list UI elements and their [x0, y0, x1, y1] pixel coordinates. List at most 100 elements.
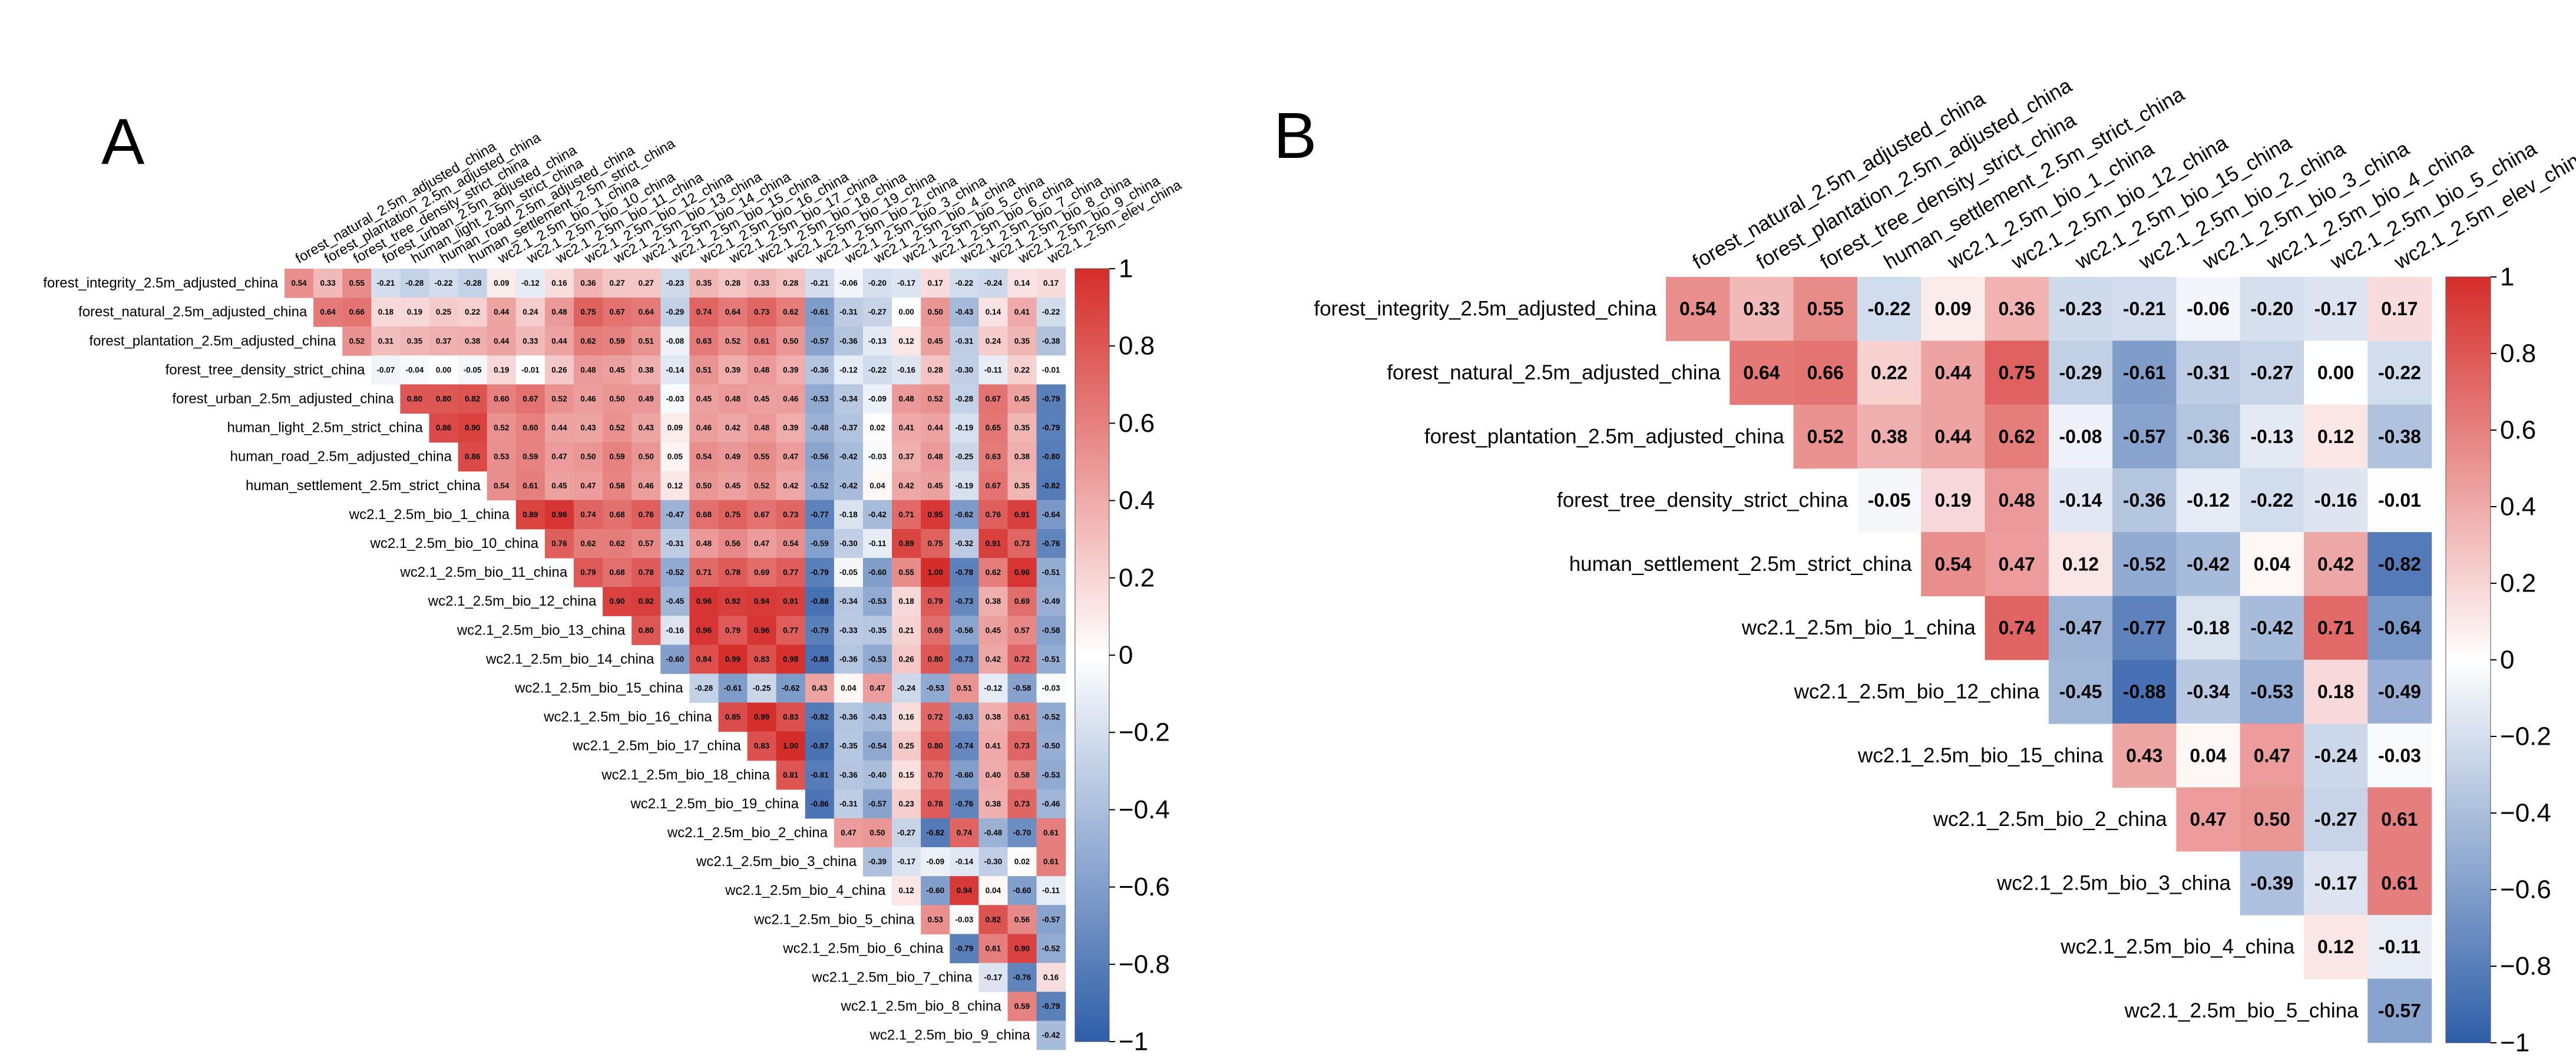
cell-value: 0.55: [754, 452, 770, 461]
heatmap-cell: [2367, 723, 2432, 788]
cell-value: 0.38: [1014, 452, 1030, 461]
cell-value: -0.37: [839, 424, 858, 432]
heatmap-cell: [747, 413, 777, 443]
cell-value: -0.22: [435, 279, 453, 288]
cell-value: 0.49: [725, 452, 740, 461]
heatmap-cell: [747, 442, 777, 472]
heatmap-cell: [689, 413, 719, 443]
heatmap-cell: [574, 384, 603, 414]
heatmap-cell: [2240, 277, 2304, 341]
cell-value: 0.73: [1014, 742, 1030, 751]
cell-value: 0.04: [986, 886, 1001, 895]
heatmap-cell: [863, 442, 892, 472]
cell-value: -0.50: [1042, 742, 1060, 751]
heatmap-cell: [1036, 471, 1066, 501]
heatmap-cell: [603, 384, 632, 414]
cell-value: -0.49: [1042, 597, 1060, 606]
cell-value: 0.80: [928, 742, 943, 751]
cell-value: 0.47: [754, 539, 769, 548]
heatmap-cell: [747, 528, 777, 559]
heatmap-cell: [978, 528, 1008, 559]
cell-value: 0.95: [928, 510, 944, 519]
cell-value: -0.74: [955, 742, 973, 751]
heatmap-cell: [689, 384, 719, 414]
heatmap-cell: [1007, 963, 1037, 993]
cell-value: -0.43: [868, 713, 887, 722]
row-label: human_light_2.5m_strict_china: [227, 420, 423, 436]
heatmap-cell: [2112, 596, 2177, 660]
heatmap-cell: [1985, 532, 2049, 597]
colorbar-tick-label: 0.4: [2500, 493, 2536, 521]
heatmap-cell: [458, 326, 488, 356]
cell-value: 0.16: [1043, 973, 1059, 982]
cell-value: 0.75: [928, 539, 944, 548]
cell-value: -0.03: [2378, 745, 2421, 766]
heatmap-cell: [458, 442, 488, 472]
heatmap-cell: [776, 413, 806, 443]
heatmap-cell: [1007, 616, 1037, 645]
heatmap-cell: [544, 442, 574, 472]
heatmap-cell: [544, 500, 574, 530]
cell-value: 0.99: [754, 713, 769, 722]
heatmap-cell: [2304, 532, 2368, 597]
cell-value: 0.49: [639, 394, 654, 403]
heatmap-cell: [805, 500, 835, 530]
row-label: wc2.1_2.5m_bio_6_china: [782, 940, 944, 956]
heatmap-cell: [2367, 277, 2432, 341]
heatmap-cell: [978, 298, 1008, 327]
heatmap-panel-a: 0.54 0.33 0.55 -0.21 -0.28 -0.22 -0.28 0.09 -0.1…: [43, 130, 1184, 1056]
heatmap-cell: [544, 355, 574, 385]
row-label: wc2.1_2.5m_bio_8_china: [840, 999, 1001, 1015]
cell-value: 0.60: [523, 424, 538, 432]
cell-value: 0.35: [1014, 424, 1030, 432]
cell-value: 0.90: [1014, 944, 1030, 953]
heatmap-cell: [805, 702, 835, 732]
heatmap-cell: [2367, 659, 2432, 724]
heatmap-cell: [660, 355, 690, 385]
cell-value: 0.38: [465, 336, 481, 345]
heatmap-cell: [2304, 787, 2368, 852]
cell-value: 0.89: [523, 510, 538, 519]
heatmap-cell: [515, 384, 545, 414]
heatmap-cell: [1007, 528, 1037, 559]
cell-value: -0.01: [2378, 490, 2421, 511]
heatmap-cell: [718, 269, 748, 298]
cell-value: -0.16: [2314, 490, 2357, 511]
heatmap-cell: [1985, 341, 2049, 405]
heatmap-cell: [1921, 468, 1986, 533]
heatmap-cell: [978, 616, 1008, 645]
heatmap-cell: [631, 528, 661, 559]
cell-value: 0.42: [725, 424, 740, 432]
heatmap-cell: [689, 269, 719, 298]
cell-value: -0.16: [897, 365, 915, 374]
colorbar-tick-label: −0.2: [1119, 718, 1170, 747]
heatmap-cell: [834, 355, 864, 385]
cell-value: 0.72: [928, 713, 943, 722]
cell-value: 0.83: [783, 713, 799, 722]
cell-value: 0.47: [580, 481, 596, 490]
heatmap-cell: [921, 789, 950, 819]
cell-value: -0.16: [666, 626, 684, 635]
cell-value: -0.24: [2314, 745, 2357, 766]
heatmap-cell: [718, 298, 748, 327]
cell-value: 0.55: [1807, 298, 1844, 319]
heatmap-cell: [458, 384, 488, 414]
cell-value: -0.87: [811, 742, 829, 751]
heatmap-cell: [805, 326, 835, 356]
row-label: wc2.1_2.5m_bio_11_china: [399, 564, 567, 580]
cell-value: 0.59: [523, 452, 538, 461]
heatmap-cell: [515, 298, 545, 327]
heatmap-cell: [2304, 659, 2368, 724]
cell-value: -0.05: [1868, 490, 1911, 511]
heatmap-cell: [776, 760, 806, 790]
heatmap-cell: [1007, 298, 1037, 327]
heatmap-cell: [631, 384, 661, 414]
cell-value: 0.47: [841, 828, 856, 837]
cell-value: 0.96: [1014, 568, 1030, 577]
heatmap-cell: [2304, 851, 2368, 916]
heatmap-cell: [978, 934, 1008, 963]
heatmap-cell: [892, 789, 921, 819]
cell-value: 0.96: [551, 510, 567, 519]
heatmap-cell: [892, 413, 921, 443]
heatmap-cell: [1036, 702, 1066, 732]
